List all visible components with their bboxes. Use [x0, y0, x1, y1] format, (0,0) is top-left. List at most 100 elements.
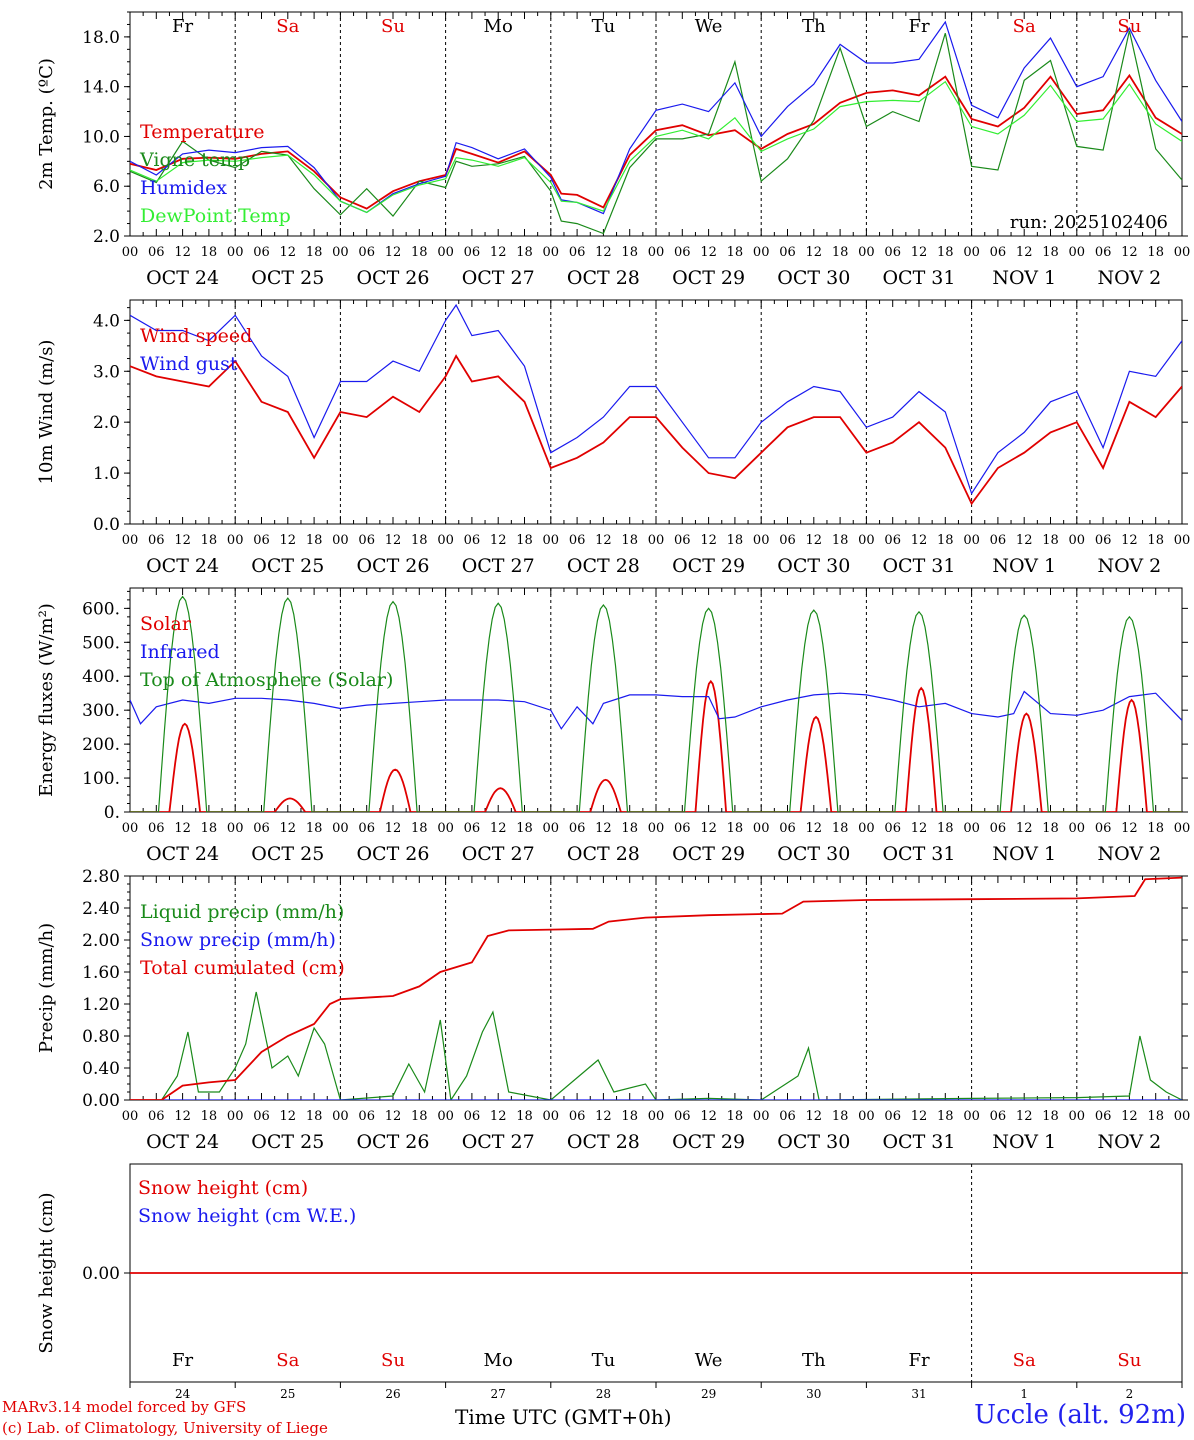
- hour-label: 06: [674, 821, 691, 836]
- hour-label: 18: [937, 1109, 954, 1124]
- hour-label: 18: [937, 533, 954, 548]
- hour-label: 06: [569, 533, 586, 548]
- hour-label: 06: [148, 1109, 165, 1124]
- date-label: OCT 24: [146, 267, 219, 289]
- hour-label: 12: [806, 821, 823, 836]
- hour-label: 18: [201, 1109, 218, 1124]
- hour-label: 12: [911, 533, 928, 548]
- hour-label: 18: [621, 1109, 638, 1124]
- hour-label: 00: [543, 1109, 560, 1124]
- hour-label: 12: [280, 1109, 297, 1124]
- hour-label: 06: [674, 1109, 691, 1124]
- date-label: OCT 27: [462, 843, 535, 865]
- y-tick-label: 2.0: [93, 227, 120, 247]
- hour-label: 18: [621, 245, 638, 260]
- hour-label: 06: [779, 245, 796, 260]
- series-line-3: [130, 876, 1182, 1100]
- date-label: OCT 30: [777, 1131, 850, 1153]
- hour-label: 12: [1121, 821, 1138, 836]
- date-label: OCT 25: [251, 843, 324, 865]
- hour-label: 00: [332, 821, 349, 836]
- hour-label: 12: [490, 821, 507, 836]
- date-label: NOV 1: [992, 1131, 1056, 1153]
- hour-label: 00: [648, 821, 665, 836]
- hour-label: 00: [648, 533, 665, 548]
- y-tick-label: 0.40: [82, 1059, 120, 1079]
- legend-entry: Temperature: [140, 121, 264, 143]
- hour-label: 00: [1069, 533, 1086, 548]
- date-label: OCT 25: [251, 267, 324, 289]
- hour-label: 12: [280, 245, 297, 260]
- hour-label: 12: [385, 245, 402, 260]
- y-tick-label: 3.0: [93, 362, 120, 382]
- panel-5: 0.00 Snow height (cm) Snow height (cm) Snow…: [36, 1163, 1188, 1401]
- time-axis-label: Time UTC (GMT+0h): [455, 1405, 672, 1429]
- date-label: NOV 1: [992, 555, 1056, 577]
- hour-label: 18: [411, 1109, 428, 1124]
- hour-label: 18: [306, 245, 323, 260]
- date-label: OCT 31: [882, 267, 955, 289]
- y-tick-label: 0.00: [82, 1091, 120, 1111]
- legend-entry: DewPoint Temp: [140, 205, 291, 227]
- hour-label: 00: [543, 245, 560, 260]
- hour-label: 00: [227, 1109, 244, 1124]
- hour-label: 06: [884, 1109, 901, 1124]
- hour-label: 18: [832, 1109, 849, 1124]
- legend-entry: Liquid precip (mm/h): [140, 901, 344, 923]
- series-line-3: [130, 20, 1182, 215]
- hour-label: 06: [253, 533, 270, 548]
- hour-label: 00: [227, 533, 244, 548]
- hour-label: 00: [122, 533, 139, 548]
- hour-label: 00: [437, 821, 454, 836]
- legend-entry: Wind speed: [140, 325, 252, 347]
- date-label: OCT 29: [672, 1131, 745, 1153]
- day-number: 30: [806, 1387, 821, 1401]
- hour-label: 18: [516, 533, 533, 548]
- hour-label: 00: [122, 245, 139, 260]
- hour-label: 06: [884, 821, 901, 836]
- day-name: Mo: [484, 16, 513, 37]
- series-line-1: [130, 354, 1182, 506]
- date-label: OCT 24: [146, 555, 219, 577]
- hour-label: 00: [858, 245, 875, 260]
- hour-label: 12: [490, 1109, 507, 1124]
- y-tick-label: 6.0: [93, 177, 120, 197]
- day-name: Su: [381, 16, 405, 37]
- day-number: 31: [911, 1387, 926, 1401]
- hour-label: 00: [1174, 245, 1191, 260]
- date-label: NOV 1: [992, 843, 1056, 865]
- hour-label: 00: [227, 821, 244, 836]
- hour-label: 06: [990, 245, 1007, 260]
- date-label: OCT 26: [356, 843, 429, 865]
- hour-label: 12: [1121, 533, 1138, 548]
- hour-label: 06: [148, 245, 165, 260]
- y-tick-label: 1.20: [82, 995, 120, 1015]
- hour-label: 06: [464, 1109, 481, 1124]
- hour-label: 06: [1095, 821, 1112, 836]
- hour-label: 18: [306, 1109, 323, 1124]
- hour-label: 00: [858, 821, 875, 836]
- hour-label: 00: [437, 245, 454, 260]
- y-tick-label: 18.0: [82, 28, 120, 48]
- hour-label: 18: [1147, 245, 1164, 260]
- date-label: OCT 28: [567, 1131, 640, 1153]
- hour-label: 18: [516, 1109, 533, 1124]
- hour-label: 18: [727, 821, 744, 836]
- hour-label: 06: [1095, 533, 1112, 548]
- date-label: OCT 27: [462, 267, 535, 289]
- hour-label: 06: [569, 1109, 586, 1124]
- date-label: OCT 30: [777, 267, 850, 289]
- hour-label: 18: [621, 821, 638, 836]
- date-label: OCT 25: [251, 1131, 324, 1153]
- date-label: OCT 30: [777, 555, 850, 577]
- hour-label: 18: [516, 821, 533, 836]
- hour-label: 06: [358, 533, 375, 548]
- station-name: Uccle (alt. 92m): [974, 1400, 1186, 1430]
- hour-label: 06: [884, 533, 901, 548]
- hour-label: 18: [306, 821, 323, 836]
- y-tick-label: 0.80: [82, 1027, 120, 1047]
- date-label: OCT 24: [146, 1131, 219, 1153]
- day-name: Su: [1117, 16, 1141, 37]
- hour-label: 00: [122, 821, 139, 836]
